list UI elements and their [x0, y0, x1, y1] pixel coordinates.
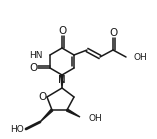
Text: O: O — [109, 28, 117, 38]
Text: OH: OH — [134, 53, 148, 61]
Polygon shape — [66, 109, 80, 117]
Text: HN: HN — [30, 50, 43, 59]
Text: HO: HO — [10, 125, 24, 133]
Text: O: O — [58, 26, 66, 36]
Text: N: N — [58, 75, 66, 85]
Polygon shape — [61, 75, 63, 88]
Text: O: O — [29, 63, 37, 73]
Text: O: O — [38, 92, 46, 102]
Text: OH: OH — [88, 114, 102, 122]
Polygon shape — [40, 109, 53, 122]
